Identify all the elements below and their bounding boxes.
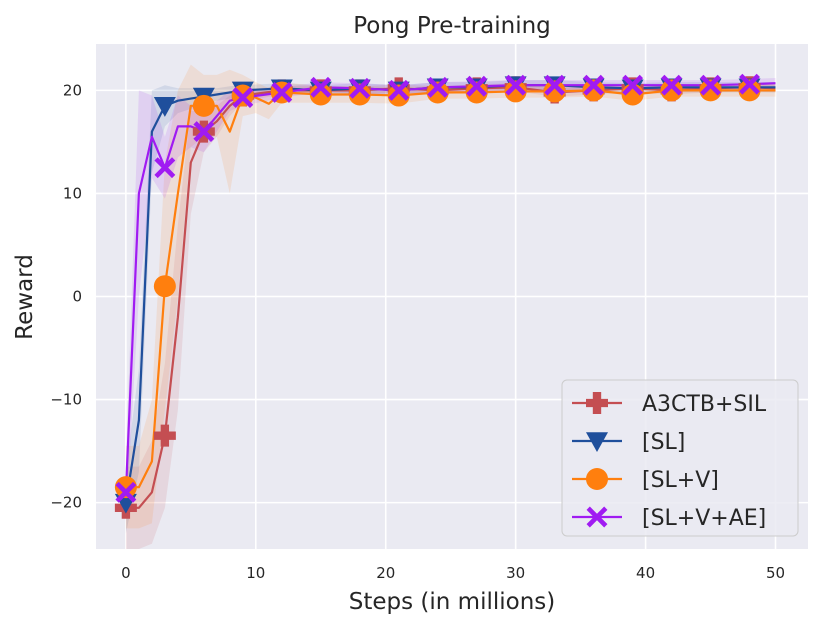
marker-[SL+V+AE] bbox=[271, 81, 293, 103]
marker-[SL+V+AE] bbox=[427, 76, 449, 98]
legend-marker-[SL] bbox=[586, 432, 608, 452]
marker-[SL+V+AE] bbox=[115, 481, 137, 503]
marker-[SL+V] bbox=[660, 79, 683, 102]
y-tick-label: 20 bbox=[63, 81, 82, 99]
marker-[SL+V+AE] bbox=[739, 73, 760, 95]
marker-[SL+V] bbox=[348, 83, 371, 106]
x-tick-label: 20 bbox=[376, 564, 395, 582]
x-tick-label: 40 bbox=[636, 564, 655, 582]
marker-[SL+V+AE] bbox=[661, 74, 683, 96]
x-tick-label: 30 bbox=[506, 564, 525, 582]
y-tick-label: −10 bbox=[50, 391, 82, 409]
y-tick-labels: −20 −10 0 10 20 bbox=[50, 81, 82, 511]
x-tick-label: 0 bbox=[121, 564, 131, 582]
marker-[SL+V+AE] bbox=[349, 77, 371, 99]
legend-box bbox=[561, 379, 799, 537]
marker-[SL+V] bbox=[699, 79, 722, 102]
band-[SL+V+AE] bbox=[125, 78, 776, 524]
marker-[SL+V] bbox=[738, 79, 761, 102]
marker-[SL+V] bbox=[504, 80, 527, 103]
marker-[SL+V] bbox=[426, 81, 449, 104]
marker-[SL+V+AE] bbox=[622, 74, 644, 96]
series-markers bbox=[114, 73, 761, 519]
marker-[SL+V] bbox=[465, 81, 488, 104]
marker-[SL+V] bbox=[309, 83, 332, 106]
marker-[SL+V+AE] bbox=[700, 74, 722, 96]
marker-[SL+V+AE] bbox=[193, 121, 215, 143]
marker-[SL] bbox=[153, 97, 176, 117]
x-tick-labels: 0 10 20 30 40 50 bbox=[121, 564, 785, 582]
x-axis-label: Steps (in millions) bbox=[349, 589, 555, 615]
legend-label-[SL+V+AE]: [SL+V+AE] bbox=[642, 506, 766, 531]
legend-marker-A3CTB+SIL bbox=[586, 392, 608, 414]
x-tick-label: 50 bbox=[766, 564, 785, 582]
marker-[SL+V+AE] bbox=[544, 74, 566, 96]
marker-[SL+V+AE] bbox=[232, 87, 254, 109]
x-tick-label: 10 bbox=[246, 564, 265, 582]
marker-[SL+V+AE] bbox=[310, 76, 332, 98]
marker-[SL+V+AE] bbox=[388, 79, 410, 101]
marker-A3CTB+SIL bbox=[153, 424, 176, 447]
marker-[SL+V] bbox=[192, 94, 215, 117]
marker-[SL+V] bbox=[114, 476, 137, 499]
marker-[SL+V+AE] bbox=[466, 75, 488, 97]
y-tick-label: 0 bbox=[72, 288, 82, 306]
legend-label-A3CTB+SIL: A3CTB+SIL bbox=[642, 392, 767, 417]
marker-[SL+V] bbox=[582, 79, 605, 102]
legend-marker-[SL+V+AE] bbox=[586, 506, 608, 528]
marker-[SL+V] bbox=[387, 84, 410, 107]
legend-label-[SL]: [SL] bbox=[642, 430, 685, 455]
legend-label-[SL+V]: [SL+V] bbox=[642, 468, 719, 493]
y-tick-label: 10 bbox=[63, 184, 82, 202]
marker-[SL+V] bbox=[153, 275, 176, 298]
marker-[SL+V+AE] bbox=[505, 74, 527, 96]
marker-[SL+V+AE] bbox=[154, 157, 176, 179]
band-A3CTB+SIL bbox=[125, 83, 776, 549]
y-axis-label: Reward bbox=[12, 254, 38, 340]
marker-[SL+V+AE] bbox=[583, 74, 605, 96]
marker-[SL+V] bbox=[543, 80, 566, 103]
chart-title: Pong Pre-training bbox=[353, 13, 551, 39]
legend: A3CTB+SIL [SL] [SL+V] [SL+V+AE] bbox=[561, 379, 799, 537]
legend-marker-[SL+V] bbox=[586, 468, 608, 490]
y-tick-label: −20 bbox=[50, 494, 82, 512]
